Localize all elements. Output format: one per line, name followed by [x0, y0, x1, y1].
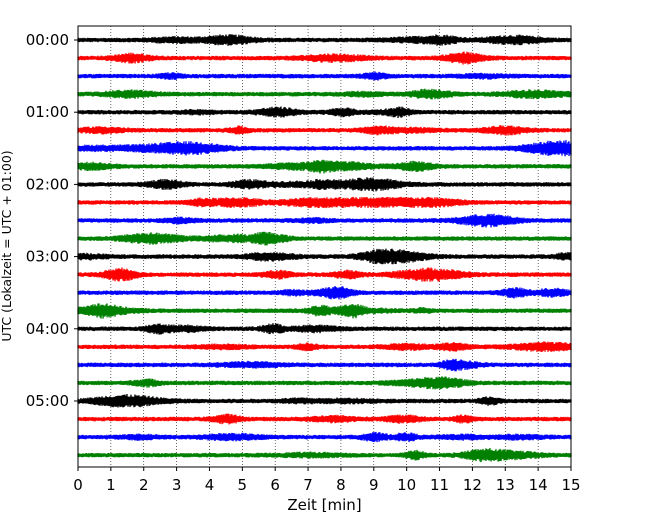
x-tick-label: 4: [205, 476, 215, 494]
x-tick-label: 12: [463, 476, 482, 494]
x-tick-label: 13: [496, 476, 515, 494]
trace-0230: [77, 213, 572, 228]
y-tick-label: 01:00: [26, 103, 69, 121]
trace-0515: [77, 413, 572, 425]
y-tick-label: 05:00: [26, 392, 69, 410]
x-tick-label: 14: [529, 476, 548, 494]
x-tick-label: 5: [238, 476, 248, 494]
x-axis-label: Zeit [min]: [287, 496, 361, 514]
plot-frame: [77, 25, 572, 468]
y-tick-label: 02:00: [26, 175, 69, 193]
trace-0245: [77, 231, 572, 246]
y-axis-label: UTC (Lokalzeit = UTC + 01:00): [0, 150, 14, 341]
trace-0100: [77, 106, 572, 118]
trace-0045: [77, 88, 572, 100]
trace-0000: [77, 34, 572, 46]
x-axis: 0 1 2 3 4 5 6 7 8 9 10 11 12 13 14 15: [73, 467, 581, 494]
x-tick-label: 9: [369, 476, 379, 494]
x-tick-label: 2: [139, 476, 149, 494]
trace-0030: [77, 71, 572, 81]
x-tick-label: 7: [303, 476, 313, 494]
x-tick-label: 6: [270, 476, 280, 494]
trace-0145: [77, 159, 572, 174]
trace-0315: [77, 267, 572, 282]
x-tick-label: 8: [336, 476, 346, 494]
trace-0430: [77, 358, 572, 372]
trace-0500: [77, 393, 572, 408]
trace-0300: [77, 248, 572, 265]
trace-0400: [77, 323, 572, 335]
trace-0330: [77, 285, 572, 300]
x-tick-label: 1: [106, 476, 116, 494]
trace-0345: [77, 303, 572, 319]
trace-0200: [77, 177, 572, 192]
trace-0015: [77, 51, 572, 65]
x-tick-label: 10: [397, 476, 416, 494]
trace-0545: [77, 448, 572, 463]
x-tick-label: 15: [561, 476, 580, 494]
trace-group: [77, 34, 572, 463]
trace-0115: [77, 125, 572, 136]
trace-0215: [77, 196, 572, 209]
trace-0415: [77, 341, 572, 353]
trace-0530: [77, 431, 572, 443]
y-tick-label: 04:00: [26, 320, 69, 338]
y-axis: 00:00 01:00 02:00 03:00 04:00 05:00: [26, 31, 78, 410]
x-tick-label: 0: [73, 476, 83, 494]
y-tick-label: 03:00: [26, 248, 69, 266]
trace-0130: [77, 140, 572, 157]
y-tick-label: 00:00: [26, 31, 69, 49]
trace-0445: [77, 376, 572, 390]
x-tick-label: 11: [430, 476, 449, 494]
x-tick-label: 3: [172, 476, 182, 494]
